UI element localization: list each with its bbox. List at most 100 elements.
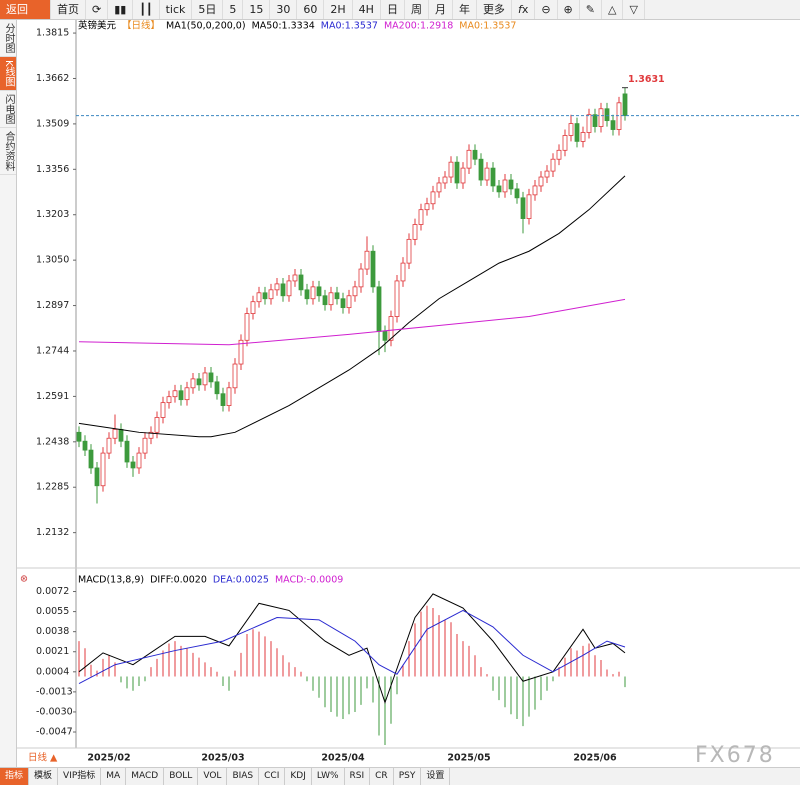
- candle-body: [316, 286, 322, 297]
- sidebar-tab[interactable]: 闪电图: [0, 91, 16, 128]
- indicator-tab[interactable]: 模板: [29, 768, 59, 785]
- home-button[interactable]: 首页: [51, 0, 86, 19]
- legend-item: DIFF:0.0020: [150, 575, 207, 586]
- candle-body: [268, 289, 274, 300]
- candle-body: [508, 179, 514, 190]
- dea-line: [78, 609, 626, 685]
- x-tick-label: 2025/03: [201, 753, 244, 764]
- moving-average-line: [78, 298, 626, 346]
- period-button[interactable]: 30: [270, 0, 298, 19]
- y-tick-label: 1.3050: [36, 255, 69, 266]
- sidebar-tab[interactable]: 分时图: [0, 20, 16, 57]
- candle-body: [232, 363, 238, 389]
- period-button[interactable]: 60: [297, 0, 325, 19]
- candle-body: [124, 440, 130, 463]
- candle-body: [598, 108, 604, 127]
- candle-body: [586, 114, 592, 133]
- candle-body: [592, 114, 598, 127]
- candle-body: [556, 149, 562, 160]
- candle-body: [202, 372, 208, 386]
- period-button[interactable]: 4H: [353, 0, 381, 19]
- period-button[interactable]: 年: [453, 0, 477, 19]
- zoom-in-icon[interactable]: ⊕: [558, 0, 580, 19]
- candle-body: [190, 378, 196, 389]
- candle-body: [226, 387, 232, 406]
- indicator-tab[interactable]: VIP指标: [58, 768, 102, 785]
- y-tick-label: 1.2132: [36, 527, 69, 538]
- refresh-icon[interactable]: ⟳: [86, 0, 109, 19]
- period-button[interactable]: 周: [405, 0, 429, 19]
- legend-item: MACD(13,8,9): [78, 575, 144, 586]
- period-button[interactable]: 2H: [324, 0, 353, 19]
- indicator-tab[interactable]: MA: [101, 768, 127, 785]
- y-tick-label: 0.0004: [36, 666, 69, 677]
- sidebar-tab[interactable]: 合约资料: [0, 128, 16, 175]
- candle-body: [112, 428, 118, 439]
- candle-body: [376, 286, 382, 332]
- up-icon[interactable]: △: [602, 0, 624, 19]
- fx-icon[interactable]: fx: [512, 0, 536, 19]
- period-button[interactable]: 5: [223, 0, 244, 19]
- indicator-tab[interactable]: MACD: [126, 768, 165, 785]
- indicator-tab[interactable]: CR: [370, 768, 394, 785]
- candle-body: [466, 149, 472, 169]
- candle-body: [616, 102, 622, 130]
- candle-body: [526, 194, 532, 219]
- down-icon[interactable]: ▽: [623, 0, 645, 19]
- candle-body: [412, 224, 418, 240]
- candle-body: [280, 283, 286, 297]
- candle-body: [454, 161, 460, 184]
- candle-body: [154, 417, 160, 433]
- candle-body: [418, 209, 424, 225]
- indicator-tab[interactable]: PSY: [394, 768, 422, 785]
- candle-body: [478, 158, 484, 181]
- candle-body: [406, 238, 412, 264]
- back-button[interactable]: 返回: [0, 0, 51, 19]
- period-button[interactable]: 日: [381, 0, 405, 19]
- candle-body: [424, 203, 430, 211]
- legend-item: MACD:-0.0009: [275, 575, 343, 586]
- indicator-tab[interactable]: BOLL: [164, 768, 199, 785]
- indicator-tab[interactable]: 指标: [0, 768, 30, 785]
- draw-icon[interactable]: ✎: [580, 0, 602, 19]
- period-button[interactable]: 5日: [192, 0, 224, 19]
- candle-body: [274, 283, 280, 291]
- y-tick-label: 1.3203: [36, 209, 69, 220]
- moving-average-line: [78, 175, 626, 438]
- indicator-tab[interactable]: LW%: [312, 768, 345, 785]
- candle-body: [262, 292, 268, 300]
- legend-item: MA50:1.3334: [252, 21, 315, 32]
- y-tick-label: -0.0013: [36, 686, 73, 697]
- indicator-tab[interactable]: 设置: [421, 768, 451, 785]
- sidebar-tab[interactable]: K线图: [0, 57, 16, 91]
- indicator-tab[interactable]: CCI: [259, 768, 286, 785]
- indicator-tab[interactable]: RSI: [345, 768, 371, 785]
- candle-body: [94, 467, 100, 487]
- candle-body: [532, 185, 538, 196]
- period-button[interactable]: 月: [429, 0, 453, 19]
- candle-body: [304, 289, 310, 300]
- candle-body: [610, 120, 616, 130]
- tick-button[interactable]: tick: [160, 0, 193, 19]
- more-button[interactable]: 更多: [477, 0, 512, 19]
- candle-body: [562, 135, 568, 151]
- zoom-out-icon[interactable]: ⊖: [535, 0, 558, 19]
- kline-icon[interactable]: ┃┃: [133, 0, 160, 19]
- candle-body: [496, 185, 502, 193]
- period-button[interactable]: 15: [243, 0, 271, 19]
- indicator-tab[interactable]: BIAS: [227, 768, 260, 785]
- candle-body: [148, 431, 154, 439]
- indicator-tab[interactable]: KDJ: [285, 768, 312, 785]
- chart-icon[interactable]: ▮▮: [108, 0, 134, 19]
- legend-item: 【日线】: [122, 20, 160, 32]
- candle-body: [544, 170, 550, 178]
- candle-body: [244, 313, 250, 341]
- macd-icon: ⊛: [20, 574, 28, 585]
- candle-body: [106, 437, 112, 454]
- period-group: 5日 5 15 30 60 2H 4H 日周月年: [192, 0, 477, 19]
- candle-body: [430, 191, 436, 205]
- y-tick-label: 0.0021: [36, 646, 69, 657]
- indicator-tab[interactable]: VOL: [198, 768, 228, 785]
- watermark: FX678: [695, 743, 775, 767]
